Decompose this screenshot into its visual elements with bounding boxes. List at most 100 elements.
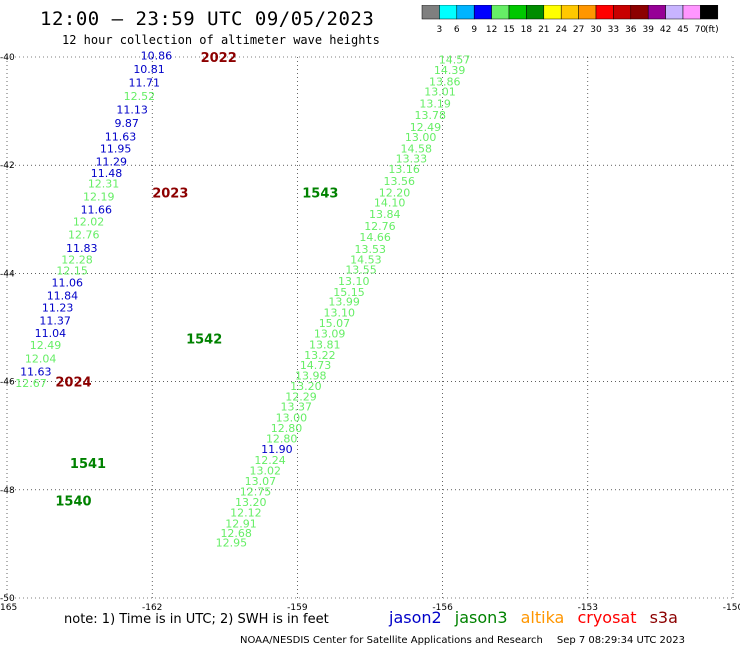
wave-height-reading: 13.86 (429, 75, 461, 88)
color-scale-unit: (ft) (705, 25, 719, 35)
color-scale-label: 15 (503, 25, 514, 35)
lat-tick-label: -50 (0, 594, 15, 604)
wave-height-reading: 13.98 (295, 370, 327, 383)
color-scale-label: 6 (454, 25, 460, 35)
lat-tick-label: -46 (0, 378, 15, 388)
wave-height-reading: 12.12 (230, 507, 262, 520)
wave-height-reading: 11.83 (66, 242, 98, 255)
wave-height-reading: 12.19 (83, 191, 115, 204)
wave-height-reading: 12.75 (240, 485, 272, 498)
wave-height-reading: 14.53 (350, 253, 382, 266)
wave-height-reading: 14.39 (434, 64, 466, 77)
wave-height-reading: 14.57 (439, 54, 471, 67)
wave-height-reading: 13.22 (304, 349, 336, 362)
wave-height-reading: 12.04 (25, 352, 57, 365)
color-scale-label: 27 (573, 25, 584, 35)
wave-height-reading: 14.66 (359, 231, 391, 244)
wave-height-reading: 13.02 (249, 464, 281, 477)
wave-height-reading: 13.20 (290, 380, 322, 393)
wave-height-reading: 11.23 (42, 301, 74, 314)
wave-height-reading: 14.10 (374, 197, 406, 210)
wave-height-reading: 13.56 (384, 175, 416, 188)
wave-height-reading: 14.73 (300, 359, 332, 372)
wave-height-reading: 11.84 (47, 290, 79, 303)
color-swatch (700, 5, 719, 20)
wave-height-reading: 11.48 (91, 167, 123, 180)
wave-height-reading: 10.81 (133, 63, 165, 76)
wave-height-reading: 12.29 (285, 391, 317, 404)
wave-height-reading: 13.84 (369, 208, 401, 221)
color-scale-label: 70 (695, 25, 707, 35)
wave-height-reading: 12.28 (61, 253, 93, 266)
satellite-legend: jason2 jason3 altika cryosat s3a (389, 608, 686, 627)
wave-height-reading: 11.63 (20, 365, 52, 378)
track-label: 1541 (70, 457, 106, 472)
lon-tick-label: -153 (578, 603, 598, 610)
color-scale-label: 30 (590, 25, 602, 35)
wave-height-map: -40 -42 -44 -46 -48 -50-165 -162 -159 -156 -153 -1… (0, 49, 740, 610)
color-scale-label: 36 (625, 25, 637, 35)
color-scale-label: 33 (608, 25, 619, 35)
wave-height-reading: 12.76 (68, 228, 100, 241)
wave-height-reading: 13.10 (324, 306, 356, 319)
page-title: 12:00 — 23:59 UTC 09/05/2023 (40, 8, 375, 30)
lat-tick-label: -40 (0, 53, 15, 63)
footer: NOAA/NESDIS Center for Satellite Applica… (240, 635, 685, 646)
footer-credit: NOAA/NESDIS Center for Satellite Applica… (240, 635, 543, 646)
lat-tick-label: -44 (0, 269, 15, 279)
legend-altika: altika (520, 608, 565, 627)
wave-height-reading: 13.19 (419, 98, 451, 111)
lon-tick-label: -159 (287, 603, 308, 610)
color-scale-label: 21 (538, 25, 549, 35)
track-label: 1543 (302, 186, 338, 201)
lat-tick-label: -42 (0, 161, 15, 171)
wave-height-reading: 15.15 (333, 286, 365, 299)
wave-height-reading: 14.58 (400, 142, 432, 155)
wave-height-reading: 13.37 (280, 400, 312, 413)
wave-height-reading: 12.49 (410, 121, 442, 134)
color-scale-label: 9 (471, 25, 477, 35)
track-label: 2023 (152, 186, 188, 201)
wave-height-reading: 12.80 (271, 422, 303, 435)
wave-height-reading: 12.02 (73, 215, 105, 228)
wave-height-reading: 13.78 (415, 109, 447, 122)
wave-height-reading: 13.00 (276, 411, 308, 424)
wave-height-reading: 13.55 (345, 264, 377, 277)
color-scale-label: 42 (660, 25, 671, 35)
wave-height-reading: 11.66 (81, 204, 113, 217)
wave-height-reading: 13.20 (235, 496, 266, 509)
wave-height-reading: 12.80 (266, 432, 298, 445)
page-subtitle: 12 hour collection of altimeter wave hei… (62, 33, 380, 47)
wave-height-reading: 13.07 (245, 475, 276, 488)
wave-height-reading: 11.63 (105, 131, 137, 144)
lat-tick-label: -48 (0, 486, 15, 496)
track-label: 1542 (186, 332, 222, 347)
color-scale-label: 39 (642, 25, 654, 35)
wave-height-reading: 11.90 (261, 443, 293, 456)
wave-height-reading: 12.68 (220, 527, 252, 540)
wave-height-reading: 12.95 (216, 536, 248, 549)
legend-s3a: s3a (649, 608, 678, 627)
wave-height-reading: 10.86 (141, 49, 173, 62)
wave-height-reading: 13.53 (355, 243, 387, 256)
wave-height-reading: 11.06 (52, 277, 84, 290)
wave-height-reading: 12.24 (254, 454, 286, 467)
color-scale-bar: 3 6 9 12 15 18 21 24 27 30 33 36 39 42 45 70(ft) (421, 5, 719, 35)
wave-height-reading: 12.15 (56, 265, 87, 278)
color-scale-label: 3 (437, 25, 443, 35)
wave-height-reading: 13.01 (424, 86, 456, 99)
footnote: note: 1) Time is in UTC; 2) SWH is in fe… (64, 612, 329, 627)
color-scale-label: 12 (486, 25, 497, 35)
wave-height-reading: 12.67 (15, 377, 47, 390)
wave-height-reading: 13.99 (328, 296, 360, 309)
wave-height-reading: 13.10 (338, 275, 370, 288)
wave-height-reading: 12.52 (124, 90, 156, 103)
wave-height-reading: 11.13 (116, 103, 148, 116)
color-scale-label: 24 (555, 25, 567, 35)
footer-timestamp: Sep 7 08:29:34 UTC 2023 (556, 635, 685, 646)
wave-height-reading: 13.33 (396, 153, 428, 166)
wave-height-reading: 11.95 (100, 142, 132, 155)
wave-height-reading: 15.07 (319, 317, 351, 330)
wave-height-reading: 11.04 (35, 327, 66, 340)
wave-height-reading: 12.91 (225, 517, 257, 530)
